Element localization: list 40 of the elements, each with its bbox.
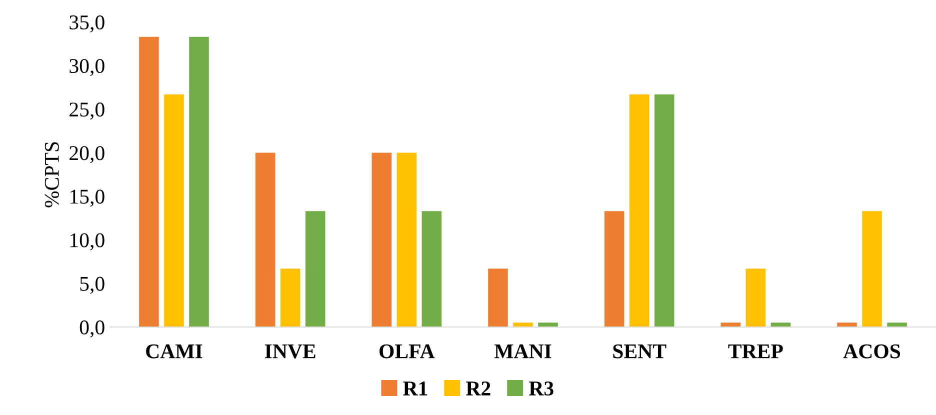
bar — [629, 94, 650, 327]
y-tick-label: 10,0 — [70, 233, 104, 250]
bar — [488, 268, 508, 327]
x-tick-label: MANI — [494, 344, 552, 358]
bar — [280, 268, 300, 327]
bar — [887, 322, 907, 327]
bar — [139, 36, 159, 327]
bar — [746, 268, 766, 327]
bar — [720, 322, 741, 327]
bar — [604, 211, 624, 327]
bar — [305, 211, 326, 327]
bar — [422, 211, 442, 327]
y-tick-label: 15,0 — [70, 190, 104, 207]
legend-label: R3 — [529, 382, 554, 396]
bar — [189, 36, 209, 327]
x-tick-label: SENT — [613, 344, 666, 358]
bar — [837, 322, 857, 327]
x-tick-label: TREP — [728, 344, 783, 358]
bar — [164, 94, 184, 327]
bar — [396, 152, 417, 327]
y-tick-label: 30,0 — [70, 58, 104, 76]
y-axis-title: %CPTS — [44, 142, 59, 208]
legend-label: R1 — [403, 382, 428, 396]
x-tick-label: OLFA — [380, 344, 435, 358]
x-tick-label: ACOS — [843, 344, 900, 358]
y-tick-label: 20,0 — [70, 146, 104, 164]
bar — [372, 152, 392, 327]
bar — [770, 322, 791, 327]
y-tick-label: 0,0 — [80, 320, 104, 338]
y-tick-label: 25,0 — [70, 102, 104, 120]
bar — [862, 211, 882, 327]
x-tick-label: INVE — [264, 344, 316, 358]
x-tick-label: CAMI — [146, 344, 202, 358]
bar — [654, 94, 674, 327]
bar — [255, 152, 276, 327]
bar — [538, 322, 558, 327]
y-tick-label: 35,0 — [70, 15, 104, 32]
bar — [513, 322, 533, 327]
y-tick-label: 5,0 — [80, 276, 104, 294]
legend-label: R2 — [466, 382, 490, 396]
